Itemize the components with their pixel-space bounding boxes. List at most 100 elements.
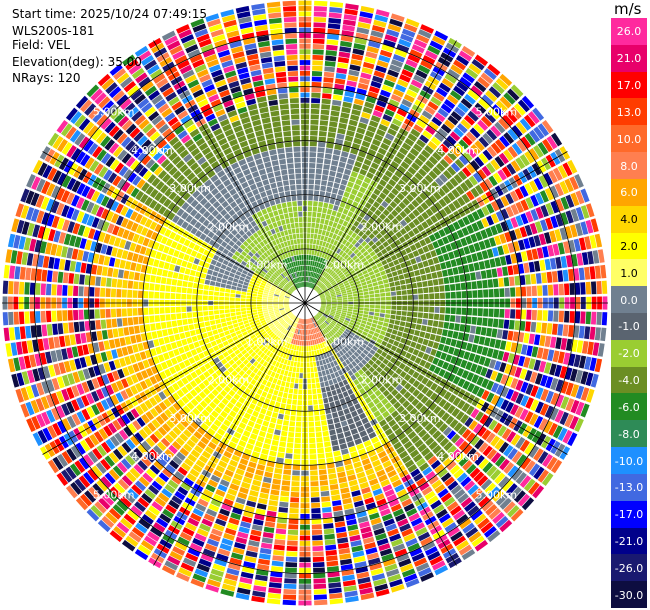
velocity-gate <box>349 64 361 72</box>
velocity-gate <box>342 220 349 227</box>
velocity-gate <box>549 230 557 243</box>
velocity-gate <box>112 370 120 381</box>
velocity-gate <box>353 351 360 358</box>
velocity-gate <box>564 367 573 381</box>
velocity-gate <box>308 255 312 261</box>
velocity-gate <box>437 107 449 118</box>
velocity-gate <box>74 460 86 473</box>
velocity-gate <box>396 295 402 301</box>
velocity-gate <box>450 448 461 459</box>
velocity-gate <box>319 325 323 331</box>
velocity-gate <box>179 433 189 442</box>
velocity-gate <box>480 72 494 85</box>
velocity-gate <box>250 379 257 386</box>
velocity-gate <box>105 350 113 361</box>
velocity-gate <box>358 292 364 296</box>
velocity-gate <box>450 162 461 173</box>
velocity-gate <box>437 359 445 368</box>
velocity-gate <box>255 574 268 582</box>
velocity-gate <box>310 367 314 373</box>
velocity-gate <box>253 317 260 321</box>
velocity-gate <box>343 321 349 326</box>
velocity-gate <box>360 343 367 349</box>
velocity-gate <box>364 222 372 229</box>
velocity-gate <box>439 292 446 299</box>
velocity-gate <box>214 314 220 320</box>
velocity-gate <box>321 285 326 290</box>
velocity-gate <box>254 339 260 345</box>
velocity-gate <box>168 430 178 440</box>
velocity-gate <box>412 218 421 226</box>
velocity-gate <box>469 127 481 139</box>
velocity-gate <box>450 356 458 365</box>
velocity-gate <box>244 323 250 328</box>
velocity-gate <box>386 361 394 369</box>
velocity-gate <box>279 345 284 352</box>
velocity-gate <box>557 270 564 282</box>
velocity-gate <box>201 450 212 459</box>
velocity-gate <box>355 280 361 285</box>
velocity-gate <box>68 322 75 333</box>
velocity-gate <box>395 375 403 384</box>
velocity-gate <box>139 324 146 333</box>
velocity-gate <box>507 447 518 460</box>
velocity-gate <box>296 323 299 329</box>
velocity-gate <box>296 367 300 373</box>
velocity-gate <box>581 340 589 354</box>
velocity-gate <box>284 458 293 465</box>
velocity-gate <box>134 272 140 281</box>
velocity-gate <box>358 326 365 331</box>
velocity-gate <box>460 182 469 192</box>
velocity-gate <box>385 523 397 532</box>
velocity-gate <box>291 372 296 378</box>
velocity-gate <box>157 426 168 437</box>
velocity-gate <box>316 158 324 164</box>
velocity-gate <box>227 374 234 381</box>
velocity-gate <box>297 356 301 362</box>
velocity-gate <box>310 114 319 120</box>
velocity-gate <box>258 313 264 317</box>
velocity-gate <box>370 436 379 444</box>
velocity-gate <box>85 332 93 343</box>
velocity-gate <box>416 281 423 288</box>
velocity-gate <box>93 365 101 376</box>
velocity-gate <box>307 282 309 288</box>
velocity-gate <box>367 197 375 205</box>
velocity-gate <box>328 379 334 386</box>
velocity-gate <box>400 436 410 445</box>
velocity-gate <box>312 54 324 61</box>
velocity-gate <box>307 227 311 233</box>
velocity-gate <box>361 67 373 75</box>
velocity-gate <box>254 405 262 413</box>
velocity-gate <box>456 81 469 92</box>
velocity-gate <box>325 292 330 296</box>
velocity-gate <box>600 327 607 342</box>
velocity-gate <box>506 163 517 175</box>
velocity-gate <box>344 90 355 98</box>
velocity-gate <box>325 242 330 248</box>
velocity-gate <box>463 351 471 360</box>
velocity-gate <box>100 351 108 362</box>
velocity-gate <box>528 358 536 370</box>
velocity-gate <box>230 312 236 317</box>
velocity-gate <box>133 447 144 459</box>
velocity-gate <box>190 435 199 444</box>
velocity-gate <box>429 392 438 401</box>
velocity-gate <box>592 250 600 264</box>
velocity-gate <box>13 311 20 325</box>
velocity-gate <box>165 359 173 368</box>
velocity-gate <box>400 161 410 170</box>
velocity-gate <box>482 149 493 161</box>
velocity-gate <box>314 372 319 378</box>
velocity-gate <box>308 168 315 174</box>
velocity-gate <box>396 151 406 160</box>
velocity-gate <box>319 251 323 258</box>
velocity-gate <box>273 306 279 309</box>
velocity-gate <box>366 321 372 326</box>
velocity-gate <box>526 309 532 320</box>
velocity-gate <box>453 348 460 357</box>
velocity-gate <box>379 89 391 98</box>
velocity-gate <box>403 413 413 422</box>
velocity-gate <box>359 412 367 420</box>
velocity-gate <box>565 338 573 352</box>
